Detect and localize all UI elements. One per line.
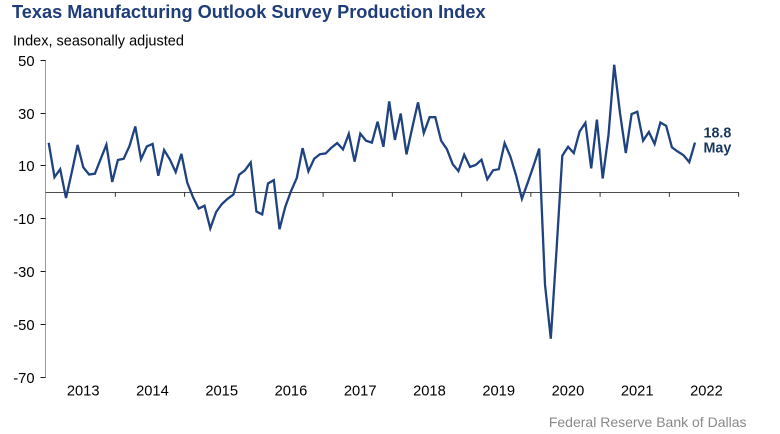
svg-text:30: 30 <box>18 107 34 123</box>
svg-text:2017: 2017 <box>344 384 377 400</box>
svg-text:2019: 2019 <box>482 384 515 400</box>
svg-text:18.8: 18.8 <box>704 126 732 142</box>
svg-text:2018: 2018 <box>413 384 446 400</box>
svg-text:-30: -30 <box>13 265 34 281</box>
svg-text:Index, seasonally adjusted: Index, seasonally adjusted <box>13 34 184 50</box>
svg-text:50: 50 <box>18 54 34 70</box>
svg-text:2020: 2020 <box>552 384 585 400</box>
svg-text:-70: -70 <box>13 371 34 387</box>
svg-text:2022: 2022 <box>690 384 723 400</box>
svg-text:2014: 2014 <box>136 384 169 400</box>
svg-text:2016: 2016 <box>275 384 308 400</box>
svg-text:-10: -10 <box>13 212 34 228</box>
svg-text:Texas Manufacturing Outlook Su: Texas Manufacturing Outlook Survey Produ… <box>12 2 486 22</box>
svg-text:-50: -50 <box>13 318 34 334</box>
svg-text:10: 10 <box>18 159 34 175</box>
svg-text:2015: 2015 <box>205 384 238 400</box>
svg-text:May: May <box>704 141 732 157</box>
svg-text:2021: 2021 <box>621 384 654 400</box>
svg-text:2013: 2013 <box>67 384 100 400</box>
svg-text:Federal Reserve Bank of Dallas: Federal Reserve Bank of Dallas <box>549 414 747 430</box>
